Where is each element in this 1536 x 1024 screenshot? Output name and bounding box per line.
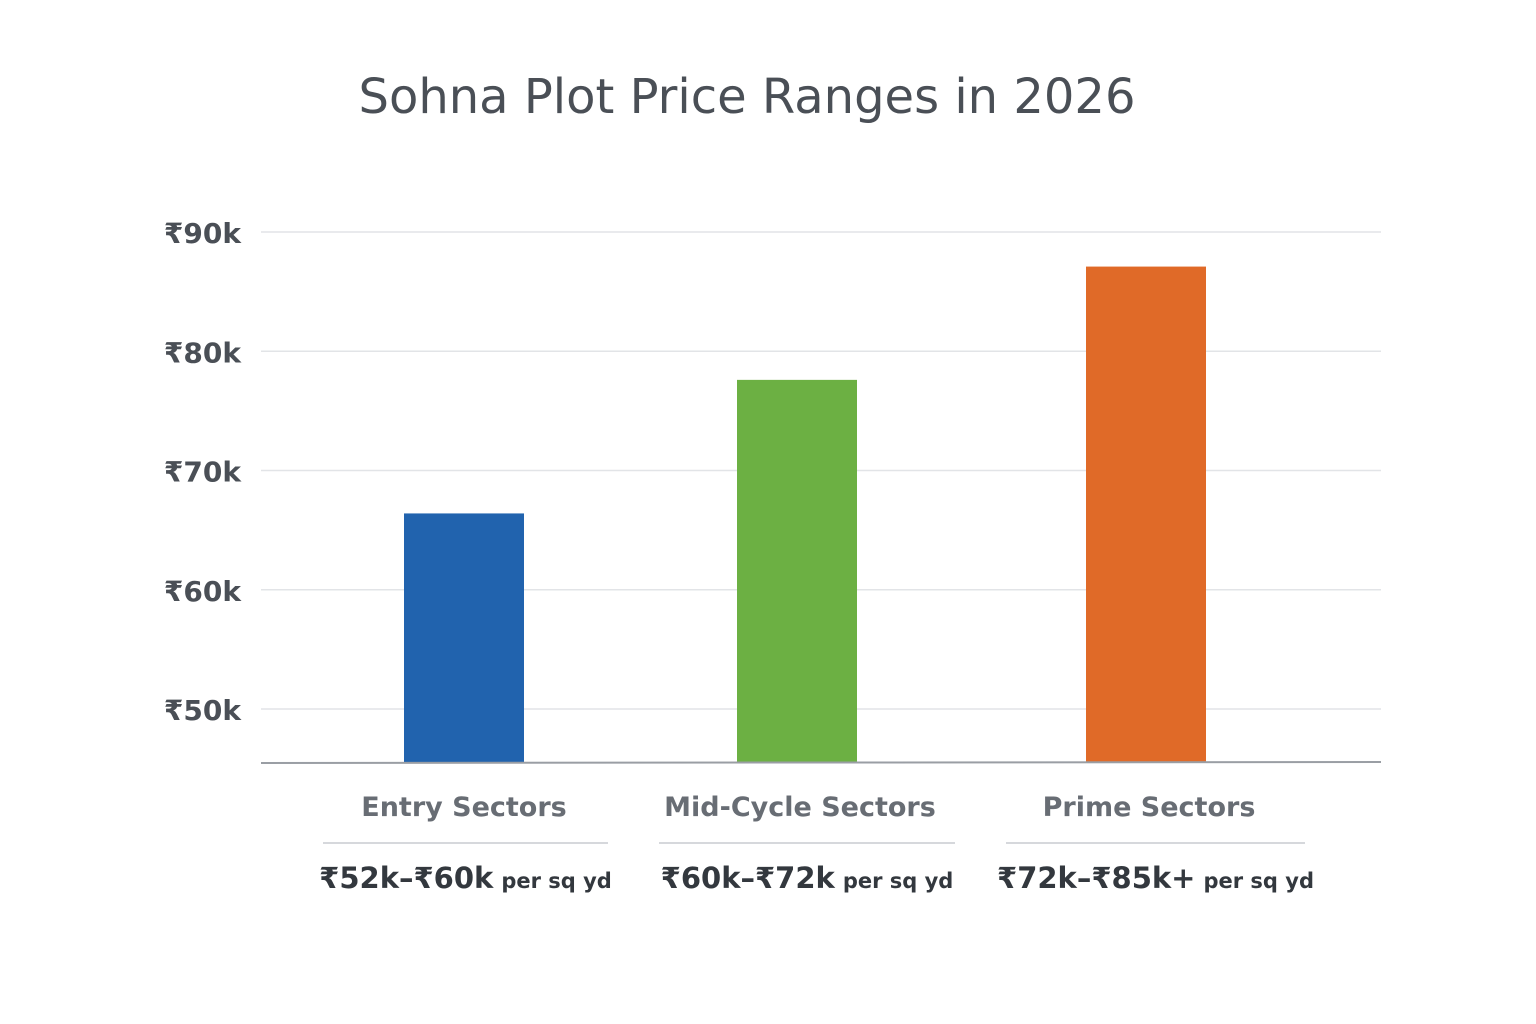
y-tick-label: ₹50k [164,694,242,727]
price-unit: per sq yd [843,869,954,893]
price-range-label: ₹72k–₹85k+ per sq yd [997,861,1314,895]
price-range-label: ₹60k–₹72k per sq yd [661,861,954,895]
category-label: Mid-Cycle Sectors [664,792,936,823]
y-axis-ticks: ₹50k ₹60k ₹70k ₹80k ₹90k [164,217,242,727]
price-range: ₹72k–₹85k+ [997,861,1195,895]
price-range: ₹52k–₹60k [319,861,494,895]
y-tick-label: ₹60k [164,575,242,608]
price-unit: per sq yd [501,869,612,893]
bar-prime-sectors [1086,266,1206,763]
bar-mid-cycle-sectors [737,379,857,763]
y-tick-label: ₹70k [164,456,242,489]
bars [404,266,1206,763]
x-axis-line [260,761,1382,764]
category-label: Prime Sectors [1043,792,1256,823]
y-tick-label: ₹90k [164,217,242,250]
price-range-label: ₹52k–₹60k per sq yd [319,861,612,895]
y-tick-label: ₹80k [164,336,242,369]
chart-title: Sohna Plot Price Ranges in 2026 [359,69,1136,125]
price-range: ₹60k–₹72k [661,861,836,895]
category-labels: Entry Sectors ₹52k–₹60k per sq yd Mid-Cycle… [319,792,1314,895]
price-unit: per sq yd [1203,869,1314,893]
bar-entry-sectors [404,513,524,763]
category-label: Entry Sectors [361,792,567,823]
